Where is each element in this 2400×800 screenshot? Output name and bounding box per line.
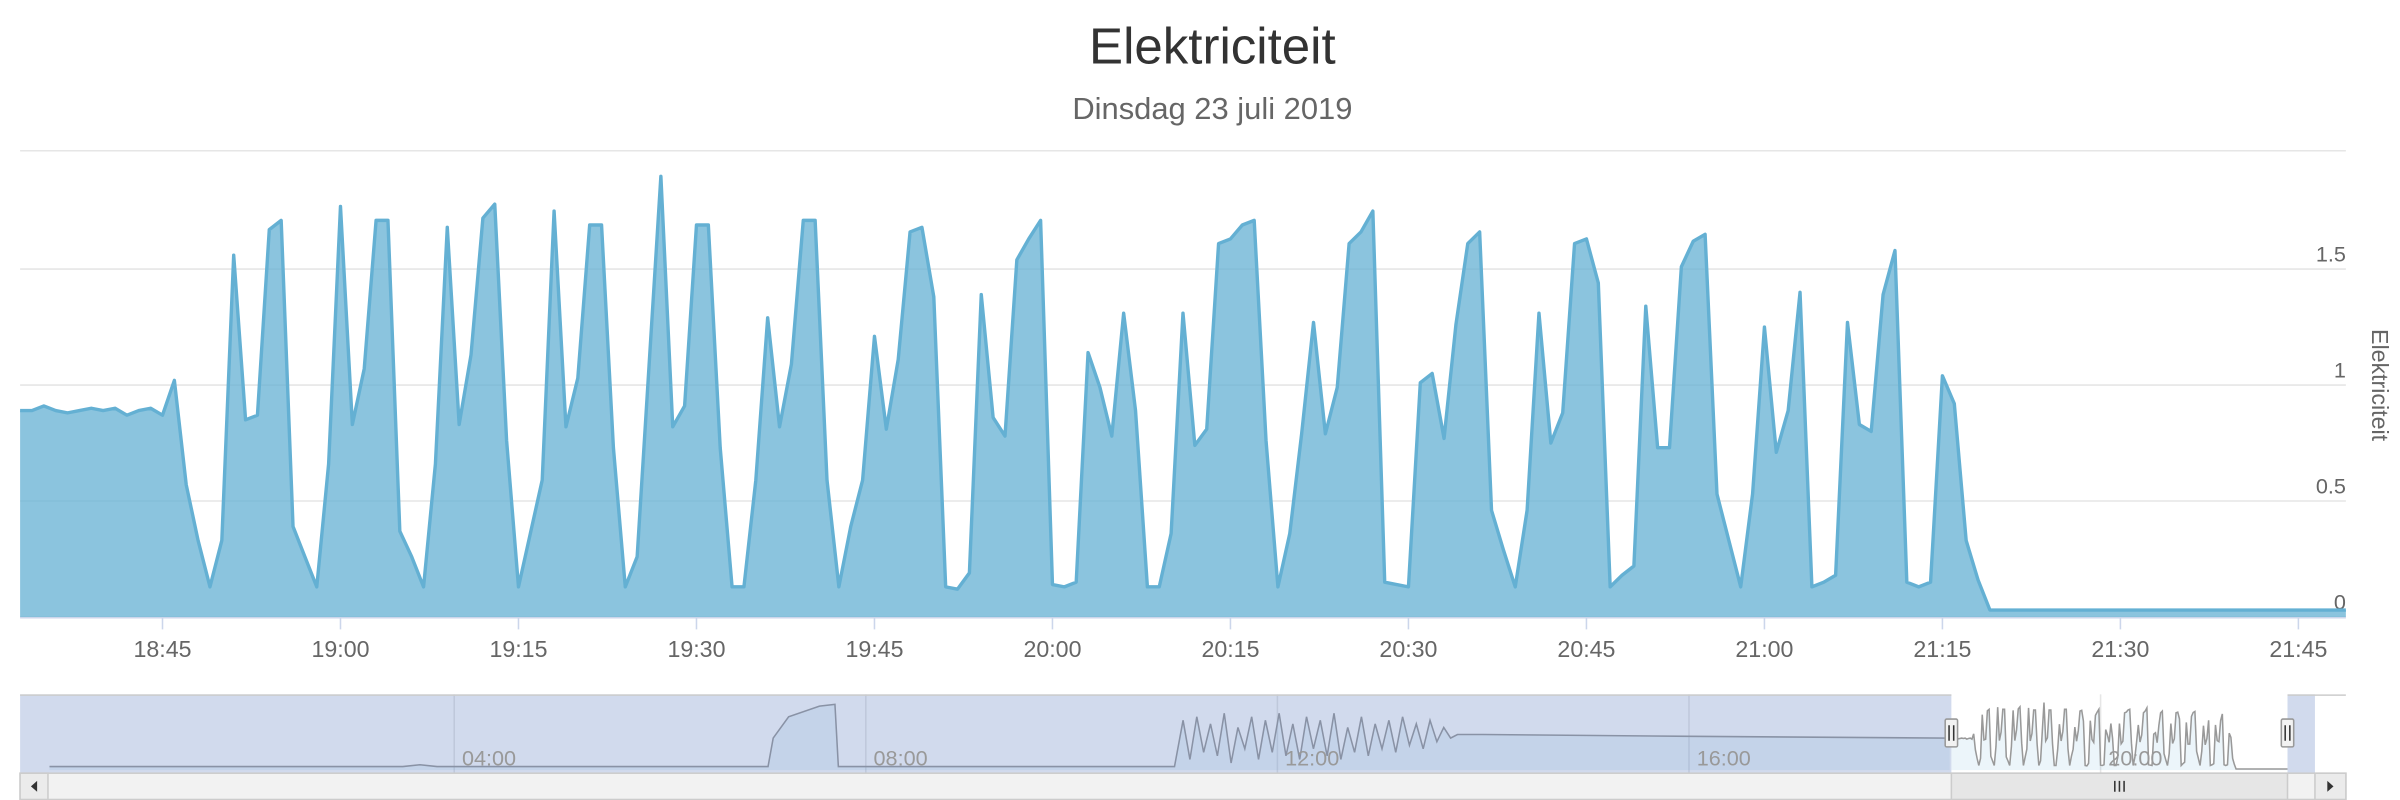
x-tick-label: 19:15 — [489, 636, 547, 662]
x-tick-label: 21:30 — [2091, 636, 2149, 662]
navigator-handle — [1944, 718, 1959, 748]
chart-title: Elektriciteit — [1089, 17, 1336, 74]
area-fill — [20, 176, 2346, 618]
x-tick-label: 20:30 — [1379, 636, 1437, 662]
y-tick-label: 0 — [2334, 589, 2346, 614]
navigator-handle — [2280, 718, 2295, 748]
scrollbar-left-arrow — [30, 780, 38, 792]
x-tick-label: 19:30 — [667, 636, 725, 662]
scrollbar-right-arrow — [2327, 780, 2334, 792]
x-tick-label: 18:45 — [133, 636, 191, 662]
area-line — [20, 174, 2346, 612]
x-tick-label: 21:00 — [1735, 636, 1793, 662]
navigator-tick-label: 04:00 — [462, 745, 516, 770]
x-tick-label: 19:45 — [845, 636, 903, 662]
navigator-mask-left — [20, 694, 1952, 774]
x-tick-label: 20:00 — [1023, 636, 1081, 662]
navigator-line — [49, 703, 1950, 768]
y-tick-label: 1.5 — [2316, 241, 2346, 266]
scrollbar-grip — [2114, 780, 2125, 792]
y-axis-title: Elektriciteit — [2367, 329, 2393, 442]
chart-subtitle: Dinsdag 23 juli 2019 — [1072, 91, 1352, 126]
navigator-handle-grip — [2284, 725, 2291, 741]
x-tick-label: 19:00 — [311, 636, 369, 662]
navigator-handle-grip — [1948, 725, 1955, 741]
navigator-tick-label: 08:00 — [874, 745, 928, 770]
navigator-tick-label: 20:00 — [2108, 745, 2162, 770]
x-tick-label: 21:45 — [2269, 636, 2327, 662]
x-tick-label: 21:15 — [1913, 636, 1971, 662]
navigator-tick-label: 16:00 — [1697, 745, 1751, 770]
navigator-area — [49, 704, 1950, 771]
x-tick-label: 20:15 — [1201, 636, 1259, 662]
navigator-tick-label: 12:00 — [1285, 745, 1339, 770]
y-tick-label: 0.5 — [2316, 473, 2346, 498]
x-tick-label: 20:45 — [1557, 636, 1615, 662]
y-tick-label: 1 — [2334, 357, 2346, 382]
navigator-line — [1951, 702, 2288, 770]
